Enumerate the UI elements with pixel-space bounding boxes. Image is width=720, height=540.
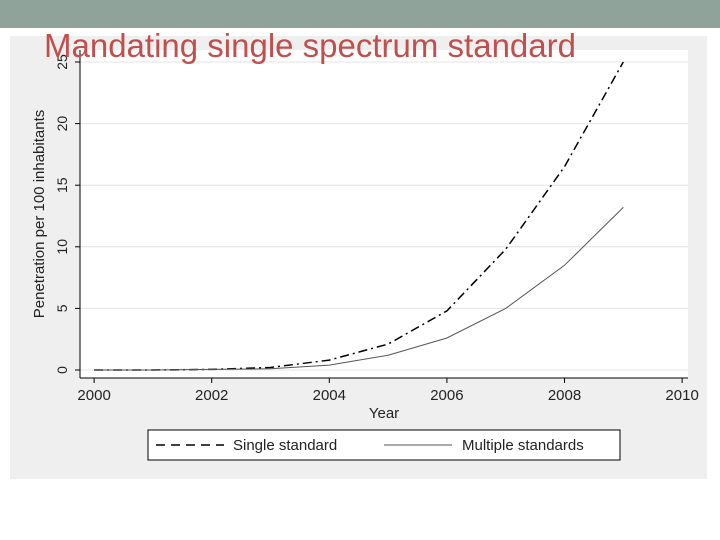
plot-area [80,50,688,378]
y-tick-label-20: 20 [54,116,70,132]
legend: Single standard Multiple standards [147,429,621,461]
y-tick-label-10: 10 [54,239,70,255]
x-tick-label-2008: 2008 [548,387,581,404]
x-tick-label-2006: 2006 [430,387,463,404]
y-axis-label: Penetration per 100 inhabitants [31,110,48,318]
y-tick-label-5: 5 [54,304,70,312]
y-tick-label-15: 15 [54,177,70,193]
series-line-multiple-standards [94,207,624,371]
x-tick-label-2000: 2000 [77,387,110,404]
x-tick-label-2004: 2004 [313,387,346,404]
series-line-single-standard [94,61,624,371]
x-tick-label-2010: 2010 [665,387,698,404]
series-lines [94,61,624,371]
x-axis-label: Year [369,405,399,422]
y-tick-label-0: 0 [54,366,70,374]
slide-top-band [0,0,720,28]
legend-label-single: Single standard [233,437,337,454]
slide-title: Mandating single spectrum standard [44,27,576,64]
legend-label-multiple: Multiple standards [462,437,584,454]
y-tick-label-25: 25 [54,54,70,70]
x-tick-label-2002: 2002 [195,387,228,404]
axis-ticks: 0 5 10 15 20 25 2000 2002 2004 2006 2008 2010 [54,54,699,404]
